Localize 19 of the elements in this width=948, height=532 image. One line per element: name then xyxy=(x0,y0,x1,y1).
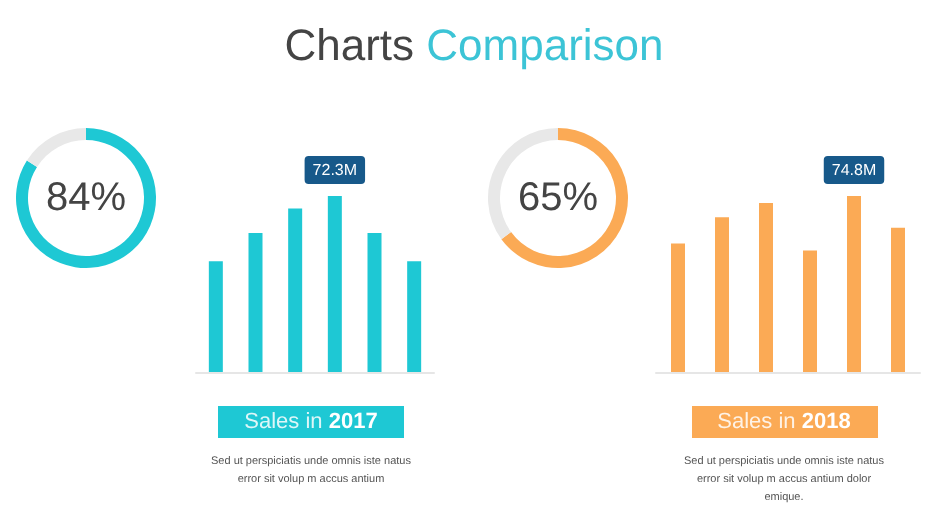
data-label: 72.3M xyxy=(312,161,358,179)
bar xyxy=(407,261,422,372)
bar xyxy=(367,233,382,372)
text: 65% xyxy=(517,176,599,220)
bar xyxy=(891,227,905,372)
text: Charts Comparison xyxy=(284,20,664,70)
bar xyxy=(208,261,223,372)
bar xyxy=(327,196,342,372)
text: Sales in 2018 xyxy=(717,410,851,434)
bar xyxy=(803,250,817,372)
text: 84% xyxy=(45,176,127,220)
bar xyxy=(248,233,263,372)
bar xyxy=(715,217,729,372)
text: Sales in 2017 xyxy=(244,410,378,434)
bar xyxy=(288,208,303,372)
bar xyxy=(759,203,773,372)
bar xyxy=(847,196,861,372)
data-label: 74.8M xyxy=(831,161,877,179)
bar xyxy=(671,243,685,372)
